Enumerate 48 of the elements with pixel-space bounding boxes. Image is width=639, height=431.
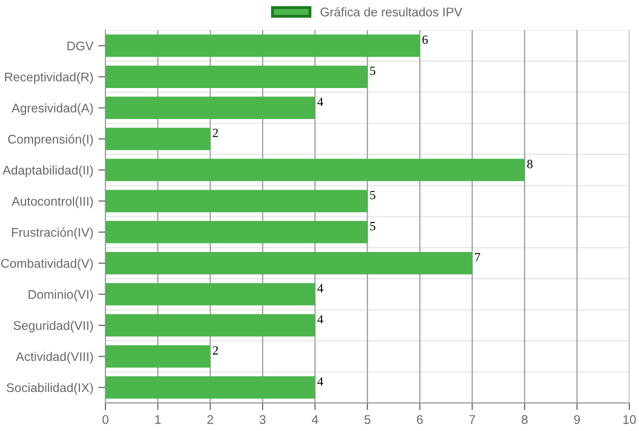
x-tick-label: 7 xyxy=(469,415,476,424)
bar xyxy=(105,376,316,399)
data-label: 4 xyxy=(317,315,324,324)
data-label: 2 xyxy=(212,346,218,354)
y-tick-label: Adaptabilidad(II) xyxy=(2,165,93,178)
y-tick-label: Actividad(VIII) xyxy=(16,352,93,364)
data-label: 8 xyxy=(527,160,532,168)
bar xyxy=(105,34,420,57)
y-tick-label: Dominio(VI) xyxy=(28,290,93,302)
bar xyxy=(105,252,472,274)
bar xyxy=(105,220,368,244)
bar xyxy=(105,190,368,212)
y-tick-label: Sociabilidad(IX) xyxy=(6,382,93,395)
data-label: 5 xyxy=(370,222,376,230)
y-tick-label: Combatividad(V) xyxy=(1,258,93,270)
bar xyxy=(105,283,316,306)
data-label: 5 xyxy=(370,190,376,200)
data-label: 4 xyxy=(317,377,324,386)
x-tick-label: 0 xyxy=(102,415,108,424)
y-tick-label: Frustración(IV) xyxy=(12,228,93,240)
x-tick-label: 1 xyxy=(155,415,161,424)
y-tick-label: Receptividad(R) xyxy=(5,72,93,84)
data-label: 5 xyxy=(370,66,376,76)
x-tick-label: 8 xyxy=(522,415,528,424)
data-label: 7 xyxy=(475,253,480,262)
bar xyxy=(105,158,525,182)
y-tick-label: Comprensión(I) xyxy=(8,134,93,146)
x-tick-label: 6 xyxy=(416,415,423,424)
x-tick-label: 5 xyxy=(364,415,370,424)
bar xyxy=(105,128,210,150)
x-tick-label: 4 xyxy=(312,415,318,424)
y-tick-label: Seguridad(VII) xyxy=(14,320,93,332)
y-tick-label: Autocontrol(III) xyxy=(12,196,93,208)
data-label: 2 xyxy=(212,128,218,138)
x-tick-label: 3 xyxy=(260,415,266,424)
data-label: 6 xyxy=(422,36,428,44)
y-tick-label: DGV xyxy=(68,42,94,50)
bar xyxy=(105,345,210,368)
data-label: 4 xyxy=(317,284,324,292)
data-label: 4 xyxy=(317,98,324,106)
bar xyxy=(105,96,316,120)
y-tick-label: Agresividad(A) xyxy=(12,103,93,115)
x-tick-label: 9 xyxy=(574,415,580,424)
bar xyxy=(105,314,316,336)
x-tick-label: 2 xyxy=(207,415,214,424)
x-tick-label: 10 xyxy=(623,415,636,424)
legend-label: Gráfica de resultados IPV xyxy=(320,7,462,16)
bar xyxy=(105,66,368,88)
